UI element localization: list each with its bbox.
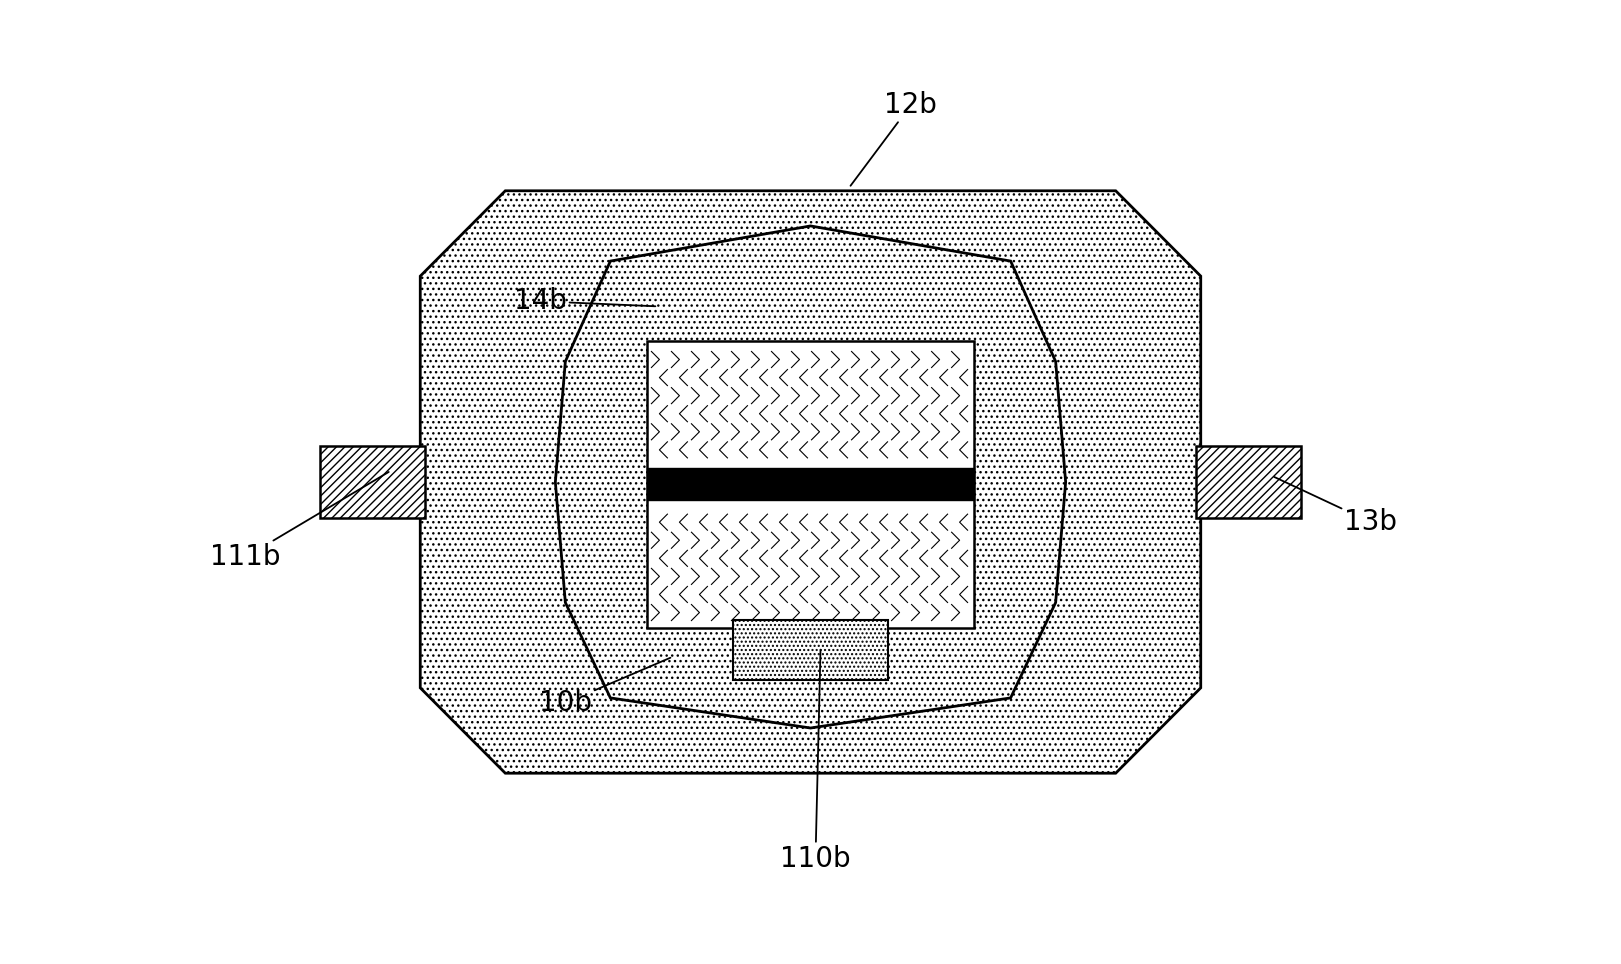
Bar [647, 341, 974, 628]
Bar [1196, 445, 1300, 519]
Bar [647, 468, 974, 500]
Text: 111b: 111b [209, 472, 389, 572]
Text: 12b: 12b [851, 92, 937, 186]
Bar [321, 445, 425, 519]
Text: 14b: 14b [514, 287, 655, 315]
Text: 13b: 13b [1274, 477, 1397, 536]
Text: 110b: 110b [780, 650, 851, 872]
Polygon shape [420, 191, 1201, 773]
Text: 10b: 10b [538, 657, 671, 717]
Bar [733, 620, 888, 680]
PathPatch shape [556, 226, 1065, 728]
